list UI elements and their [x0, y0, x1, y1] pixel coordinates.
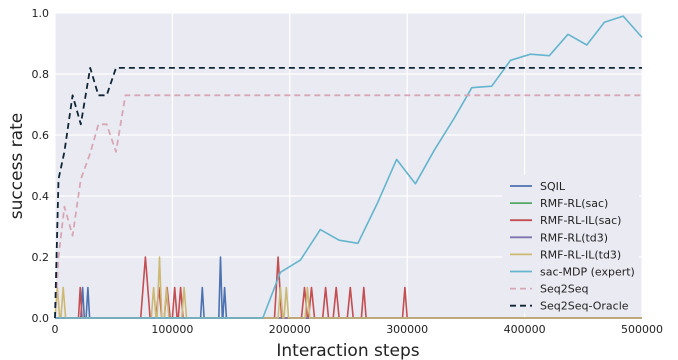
series-line-sqil	[55, 256, 642, 319]
legend-label-seq2seq: Seq2Seq	[540, 283, 588, 296]
legend-label-rmf-rl-il-sac: RMF-RL-IL(sac)	[540, 214, 621, 227]
x-tick-label: 200000	[269, 323, 311, 336]
legend-box	[502, 175, 639, 313]
x-axis-label: Interaction steps	[276, 341, 419, 360]
legend: SQIL RMF-RL(sac) RMF-RL-IL(sac) RMF-RL(td3)…	[502, 175, 639, 313]
legend-label-seq2seq-oracle: Seq2Seq-Oracle	[540, 300, 629, 313]
x-tick-label: 300000	[386, 323, 428, 336]
legend-label-sqil: SQIL	[540, 180, 566, 193]
series-layer	[54, 15, 643, 319]
series-line-rmf-rl-il-td3	[54, 256, 642, 319]
y-tick-label: 0.2	[32, 251, 50, 264]
x-tick-label: 500000	[621, 323, 663, 336]
y-tick-label: 0.6	[32, 129, 50, 142]
legend-label-rmf-rl-td3: RMF-RL(td3)	[540, 231, 608, 244]
y-tick-label: 0.0	[32, 312, 50, 325]
legend-label-rmf-rl-sac: RMF-RL(sac)	[540, 197, 608, 210]
series-line-seq2seq-oracle	[54, 67, 642, 319]
x-tick-label: 100000	[151, 323, 193, 336]
y-axis-label: success rate	[7, 113, 27, 219]
series-line-sac-mdp-expert	[55, 15, 643, 319]
x-tick-label: 400000	[504, 323, 546, 336]
series-line-seq2seq	[54, 94, 642, 319]
y-tick-label: 1.0	[32, 7, 50, 20]
x-tick-label: 0	[52, 323, 59, 336]
legend-label-rmf-rl-il-td3: RMF-RL-IL(td3)	[540, 248, 621, 261]
ticks: 0 100000 200000 300000 400000 500000 0.0 0.2 0.4…	[32, 7, 664, 336]
y-tick-label: 0.4	[32, 190, 50, 203]
legend-label-sac-mdp-expert: sac-MDP (expert)	[540, 266, 635, 279]
y-tick-label: 0.8	[32, 68, 50, 81]
